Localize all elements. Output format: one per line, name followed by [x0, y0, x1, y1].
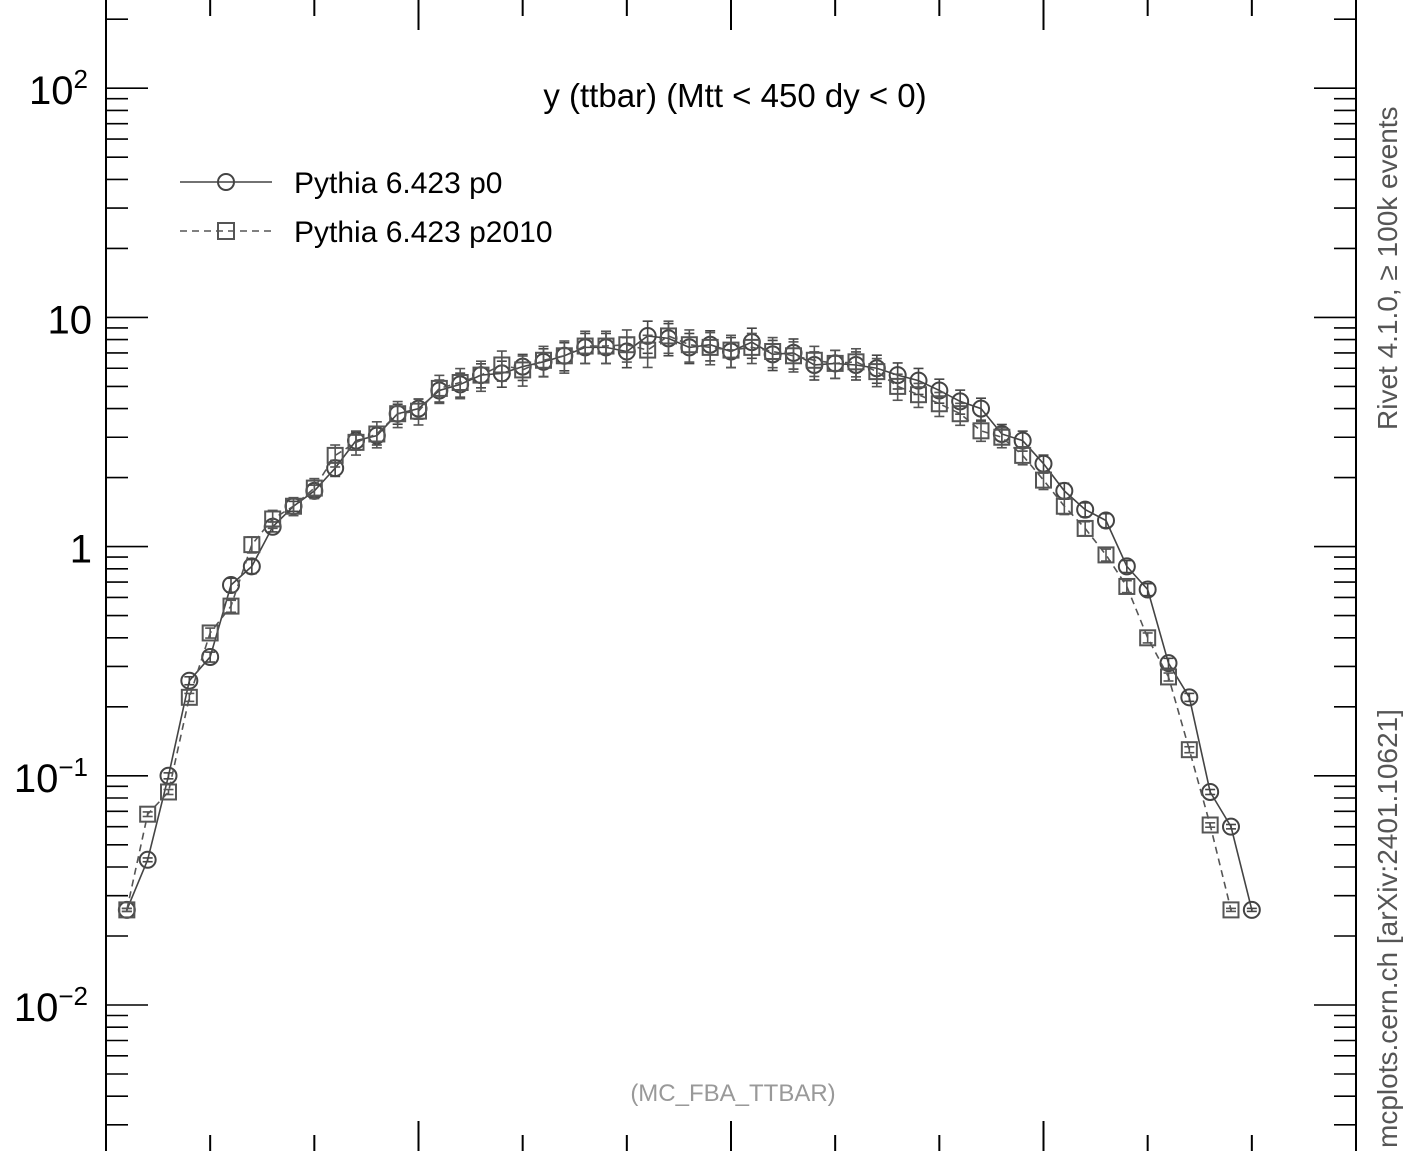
data-point — [222, 575, 240, 594]
ticks: 102 10 1 10−1 10−2 — [14, 0, 1356, 1151]
data-point — [1222, 901, 1240, 919]
data-point — [1138, 580, 1157, 599]
data-point — [389, 405, 407, 423]
data-point — [1014, 446, 1032, 464]
data-point — [1117, 557, 1136, 576]
data-point — [743, 338, 761, 356]
data-point — [1055, 481, 1074, 500]
data-point — [701, 338, 719, 356]
data-point — [764, 342, 782, 360]
data-point — [1097, 511, 1115, 530]
y-tick-label: 10 — [48, 298, 93, 342]
data-point — [680, 336, 698, 354]
series-line — [126, 335, 1232, 911]
data-point — [1201, 782, 1220, 801]
data-point — [555, 347, 573, 365]
data-point — [118, 901, 136, 919]
watermark: (MC_FBA_TTBAR) — [630, 1080, 835, 1107]
data-point — [1201, 816, 1219, 834]
data-point — [347, 433, 365, 451]
data-point — [242, 557, 261, 576]
data-point — [805, 351, 823, 369]
data-point — [1159, 654, 1178, 673]
data-point — [1160, 668, 1177, 686]
data-point — [889, 377, 907, 395]
data-point — [285, 497, 302, 515]
chart-title: y (ttbar) (Mtt < 450 dy < 0) — [543, 77, 926, 114]
data-point — [1139, 629, 1157, 647]
data-point — [305, 479, 323, 497]
data-point — [472, 366, 490, 384]
data-point — [222, 597, 240, 615]
data-point — [972, 399, 990, 418]
data-point — [1076, 519, 1094, 537]
data-point — [1242, 900, 1261, 919]
data-point — [910, 386, 927, 404]
data-point — [1180, 741, 1198, 759]
data-point — [1180, 688, 1199, 707]
side-label-rivet: Rivet 4.1.0, ≥ 100k events — [1372, 106, 1403, 430]
y-tick-label: 10−1 — [14, 752, 88, 801]
data-point — [868, 363, 886, 381]
data-point — [1034, 454, 1053, 473]
data-point — [639, 341, 657, 359]
y-tick-label: 10−2 — [14, 981, 88, 1030]
data-point — [243, 536, 261, 554]
data-point — [597, 337, 615, 355]
data-point — [972, 422, 990, 440]
data-point — [660, 327, 677, 345]
data-point — [847, 353, 865, 371]
data-point — [576, 337, 594, 355]
series-1 — [118, 320, 1240, 919]
data-point — [993, 428, 1011, 446]
data-point — [138, 850, 157, 869]
legend-label-p2010: Pythia 6.423 p2010 — [294, 216, 553, 249]
data-point — [1035, 471, 1052, 489]
legend-label-p0: Pythia 6.423 p0 — [294, 167, 503, 200]
data-point — [618, 336, 636, 354]
axes — [105, 0, 1357, 1151]
data-point — [201, 647, 220, 666]
data-point — [368, 425, 386, 443]
data-point — [451, 373, 469, 391]
data-point — [826, 354, 844, 372]
y-tick-label: 1 — [70, 528, 92, 572]
data-point — [326, 446, 344, 464]
data-point — [1076, 500, 1095, 519]
data-point — [1055, 497, 1073, 515]
data-point — [201, 624, 219, 642]
legend-marker-p0 — [217, 173, 235, 191]
series-layer — [117, 320, 1261, 919]
data-point — [930, 395, 948, 413]
data-point — [180, 671, 199, 690]
data-point — [1097, 546, 1115, 564]
data-point — [430, 379, 448, 397]
data-point — [785, 347, 802, 365]
data-point — [139, 805, 157, 823]
data-point — [951, 405, 969, 423]
data-point — [1222, 817, 1240, 836]
data-point — [493, 356, 511, 374]
data-point — [1118, 577, 1136, 595]
series-line — [126, 335, 1253, 911]
legend: Pythia 6.423 p0 Pythia 6.423 p2010 — [180, 167, 553, 249]
side-label-mcplots: mcplots.cern.ch [arXiv:2401.10621] — [1372, 709, 1403, 1148]
data-point — [722, 341, 740, 359]
y-tick-label: 102 — [29, 64, 88, 113]
legend-marker-p2010 — [217, 222, 235, 240]
data-point — [160, 783, 177, 801]
data-point — [180, 688, 198, 706]
data-point — [535, 351, 552, 369]
series-0 — [117, 320, 1261, 919]
data-point — [514, 361, 532, 379]
data-point — [264, 510, 282, 528]
data-point — [410, 402, 427, 420]
